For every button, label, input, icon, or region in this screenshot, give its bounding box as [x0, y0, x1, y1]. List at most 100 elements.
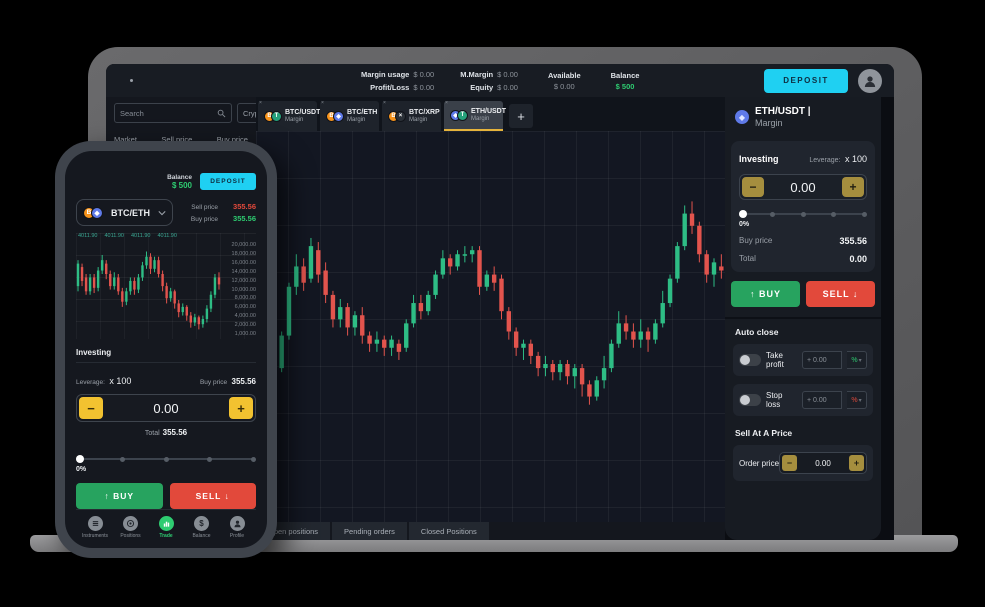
close-icon[interactable]: × — [383, 100, 386, 106]
nav-balance[interactable]: $ Balance — [185, 516, 219, 539]
tab-btc-xrp[interactable]: × B × BTC/XRP Margin — [382, 101, 441, 131]
close-icon[interactable]: × — [259, 100, 262, 106]
ohlc-values: 4011.90 4011.90 4011.90 4011.90 — [78, 233, 177, 239]
tab-kind-label: Margin — [409, 116, 428, 123]
phone-screen: Balance $ 500 DEPOSIT B ◆ BTC/ETH Sell pr… — [65, 151, 267, 548]
tab-btc-eth[interactable]: × B ◆ BTC/ETH Margin — [320, 101, 379, 131]
leverage-label: Leverage: — [809, 157, 841, 164]
increase-button[interactable]: + — [842, 177, 864, 197]
usdt-coin-icon: T — [271, 110, 282, 122]
column-market: Market — [114, 135, 137, 144]
nav-positions[interactable]: Positions — [114, 516, 148, 539]
slider-handle[interactable] — [739, 210, 747, 218]
phone-balance-block: Balance $ 500 — [167, 174, 192, 190]
order-price-value[interactable]: 0.00 — [815, 458, 831, 468]
eth-coin-icon: ◆ — [91, 206, 103, 219]
stop-loss-label: Stop loss — [766, 391, 783, 409]
search-field[interactable] — [114, 103, 232, 123]
sell-price-value: 355.56 — [233, 202, 256, 211]
market-list-header: Market Sell price Buy price — [114, 135, 248, 144]
chevron-down-icon: ▾ — [858, 357, 862, 364]
tab-pair-label: BTC/XRP — [409, 109, 440, 117]
stat-value: $ 0.00 — [413, 69, 435, 79]
divider — [76, 362, 256, 363]
leverage-value: x 100 — [109, 376, 132, 386]
arrow-up-icon: ↑ — [104, 491, 110, 501]
close-icon[interactable]: × — [445, 100, 448, 106]
stop-loss-toggle[interactable] — [739, 394, 761, 406]
buy-button[interactable]: ↑ BUY — [76, 483, 163, 509]
axis-tick-label: 12,000.00 — [231, 277, 256, 284]
ohlc-value: 4011.90 — [130, 233, 151, 239]
decrease-button[interactable]: − — [782, 455, 797, 471]
account-stats: Margin usage $ 0.00 Profit/Loss $ 0.00 M.M… — [361, 68, 518, 93]
axis-tick-label: 2,000.00 — [234, 322, 256, 329]
tab-pair-label: ETH/USDT — [471, 108, 506, 116]
leverage-label: Leverage: — [76, 379, 105, 386]
tab-eth-usdt-active[interactable]: × ◆ T ETH/USDT Margin — [444, 100, 506, 131]
axis-tick-label: 4,000.00 — [234, 313, 256, 320]
search-icon — [217, 109, 226, 117]
tab-pending-orders[interactable]: Pending orders — [332, 522, 407, 540]
phone-candlestick-chart[interactable]: 4011.90 4011.90 4011.90 4011.90 20,000.00 18… — [76, 233, 256, 340]
tab-kind-label: Margin — [285, 116, 304, 123]
amount-stepper: − 0.00 + — [739, 174, 867, 200]
stop-loss-input[interactable]: + 0.00 — [802, 391, 842, 409]
price-axis: 20,000.00 18,000.00 16,000.00 14,000.00 12,0… — [232, 242, 256, 337]
increase-button[interactable]: + — [849, 455, 864, 471]
order-price-row: Order price − 0.00 + — [733, 445, 873, 481]
axis-tick-label: 20,000.00 — [231, 242, 256, 248]
positions-icon — [123, 516, 138, 531]
usdt-coin-icon: T — [457, 109, 468, 121]
take-profit-input[interactable]: + 0.00 — [802, 351, 842, 369]
axis-tick-label: 18,000.00 — [231, 250, 256, 257]
profile-avatar-icon[interactable] — [858, 68, 882, 93]
decrease-button[interactable]: − — [79, 397, 103, 419]
slider-handle[interactable] — [76, 455, 84, 463]
investing-label: Investing — [739, 154, 779, 164]
nav-profile[interactable]: Profile — [220, 516, 254, 539]
increase-button[interactable]: + — [229, 397, 253, 419]
pair-selector[interactable]: B ◆ BTC/ETH — [76, 199, 173, 226]
close-icon[interactable]: × — [321, 100, 324, 106]
instruments-icon — [87, 516, 103, 531]
ohlc-value: 4011.90 — [78, 233, 98, 239]
tab-kind-label: Margin — [471, 115, 490, 122]
deposit-button[interactable]: DEPOSIT — [764, 68, 848, 93]
panel-kind-label: Margin — [755, 118, 783, 128]
chevron-down-icon — [158, 210, 166, 215]
stop-loss-row: Stop loss + 0.00 % ▾ — [733, 384, 873, 416]
auto-close-heading: Auto close — [735, 327, 779, 337]
positions-tabbar: Open positions Pending orders Closed Pos… — [256, 522, 725, 540]
add-tab-button[interactable]: + — [509, 104, 533, 128]
panel-pair-label: ETH/USDT | — [755, 106, 811, 117]
nav-trade[interactable]: Trade — [149, 516, 183, 539]
amount-slider[interactable] — [76, 455, 256, 463]
tab-pair-label: BTC/USDT — [285, 109, 321, 117]
buy-price-label: Buy price — [739, 236, 773, 245]
amount-slider[interactable] — [739, 210, 867, 218]
buy-button[interactable]: ↑ BUY — [731, 281, 800, 307]
sell-button[interactable]: SELL ↓ — [806, 281, 875, 307]
amount-value[interactable]: 0.00 — [790, 179, 816, 195]
take-profit-toggle[interactable] — [739, 354, 761, 366]
sell-button[interactable]: SELL ↓ — [169, 483, 256, 509]
deposit-button[interactable]: DEPOSIT — [200, 173, 256, 190]
tab-closed-positions[interactable]: Closed Positions — [408, 522, 489, 540]
available-label: Available — [547, 70, 581, 80]
stop-loss-unit-select[interactable]: % ▾ — [847, 391, 867, 409]
amount-value[interactable]: 0.00 — [153, 400, 179, 416]
take-profit-unit-select[interactable]: % ▾ — [847, 351, 867, 369]
order-price-stepper: − 0.00 + — [779, 452, 867, 474]
buy-price-value: 355.56 — [839, 236, 867, 246]
chevron-down-icon: ▾ — [858, 397, 862, 404]
stat-label: M.Margin — [460, 69, 494, 79]
tab-pair-label: BTC/ETH — [347, 109, 378, 117]
main-candlestick-chart[interactable] — [256, 131, 725, 522]
nav-instruments[interactable]: Instruments — [78, 516, 112, 539]
buy-price-value: 355.56 — [233, 214, 256, 223]
total-value: 355.56 — [162, 428, 188, 437]
decrease-button[interactable]: − — [742, 177, 764, 197]
search-input[interactable] — [120, 108, 217, 118]
